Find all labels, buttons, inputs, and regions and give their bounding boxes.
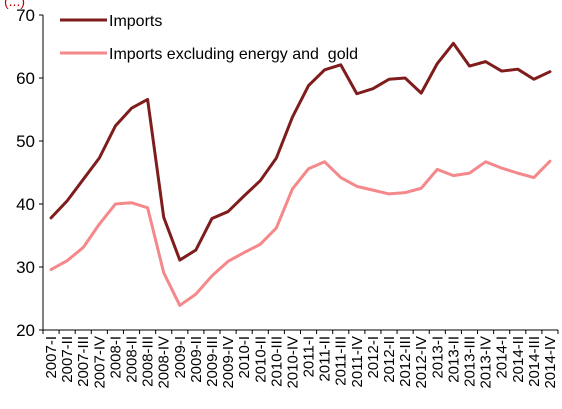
- x-tick-label: 2012-IV: [413, 336, 430, 389]
- x-tick-label: 2012-I: [365, 336, 382, 379]
- x-tick-label: 2014-II: [510, 336, 527, 383]
- x-tick-label: 2010-IV: [284, 336, 301, 389]
- x-tick-label: 2013-IV: [478, 336, 495, 389]
- x-tick-label: 2013-II: [445, 336, 462, 383]
- x-tick-label: 2011-II: [317, 336, 334, 382]
- y-axis-ticks: 20 30 40 50 60 70: [16, 6, 43, 340]
- series-line-1: [49, 159, 552, 307]
- series-line-0: [49, 41, 552, 262]
- x-tick-label: 2011-III: [333, 336, 350, 386]
- y-tick-label: 40: [16, 195, 35, 214]
- x-tick-label: 2014-III: [526, 336, 543, 387]
- legend-label-1: Imports excluding energy and gold: [109, 46, 358, 63]
- y-tick-label: 20: [16, 321, 35, 340]
- y-tick-label: 70: [16, 6, 35, 25]
- x-tick-label: 2009-I: [172, 336, 189, 379]
- x-tick-label: 2010-I: [236, 336, 253, 379]
- x-tick-label: 2007-I: [43, 336, 60, 379]
- x-tick-label: 2007-IV: [91, 336, 108, 389]
- x-tick-label: 2008-III: [140, 336, 157, 387]
- y-tick-label: 50: [16, 132, 35, 151]
- x-tick-label: 2008-IV: [156, 336, 173, 389]
- x-tick-label: 2013-III: [461, 336, 478, 387]
- x-tick-label: 2011-IV: [349, 336, 366, 387]
- legend-label-0: Imports: [109, 13, 162, 30]
- y-tick-label: 30: [16, 258, 35, 277]
- x-tick-label: 2014-IV: [542, 336, 559, 389]
- series-lines: [49, 41, 552, 307]
- x-tick-label: 2011-I: [301, 336, 318, 377]
- x-tick-label: 2009-III: [204, 336, 221, 387]
- x-tick-label: 2010-III: [268, 336, 285, 387]
- x-tick-label: 2008-I: [107, 336, 124, 379]
- x-tick-label: 2010-II: [252, 336, 269, 383]
- x-tick-label: 2007-II: [59, 336, 76, 383]
- x-axis-ticks: 2007-I 2007-II 2007-III 2007-IV 2008-I 2008-I…: [42, 330, 559, 389]
- x-tick-label: 2009-II: [188, 336, 205, 383]
- x-tick-label: 2014-I: [494, 336, 511, 379]
- y-tick-label: 60: [16, 69, 35, 88]
- x-tick-label: 2009-IV: [220, 336, 237, 389]
- x-tick-label: 2013-I: [429, 336, 446, 379]
- legend: Imports Imports excluding energy and gold: [60, 13, 358, 63]
- header-partial-text: (...): [4, 0, 25, 9]
- x-tick-label: 2007-III: [75, 336, 92, 387]
- x-tick-label: 2008-II: [124, 336, 141, 383]
- x-tick-label: 2012-III: [397, 336, 414, 387]
- x-tick-label: 2012-II: [381, 336, 398, 383]
